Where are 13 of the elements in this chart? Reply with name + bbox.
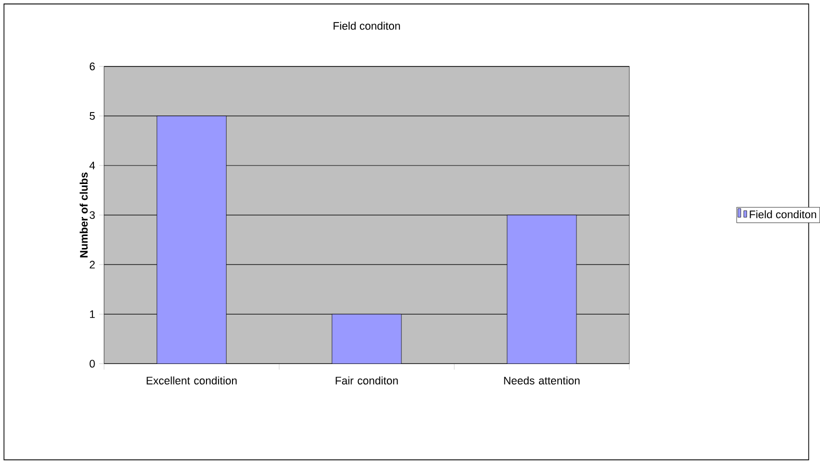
y-tick-label: 1 — [90, 310, 95, 318]
chart-title: Field conditon — [334, 22, 400, 30]
y-tick-label: 3 — [90, 211, 95, 219]
x-tick-label: Excellent condition — [146, 376, 237, 385]
x-tick-label: Needs attention — [504, 376, 580, 385]
y-tick-label: 4 — [89, 162, 95, 170]
y-axis-title: Number of clubs — [80, 172, 88, 258]
y-tick-label: 2 — [90, 260, 95, 268]
legend-label: Field conditon — [750, 210, 816, 218]
y-tick-label: 6 — [90, 62, 95, 70]
y-tick-label: 0 — [90, 360, 95, 368]
y-tick-label: 5 — [90, 112, 95, 120]
x-tick-label: Fair conditon — [336, 376, 398, 385]
